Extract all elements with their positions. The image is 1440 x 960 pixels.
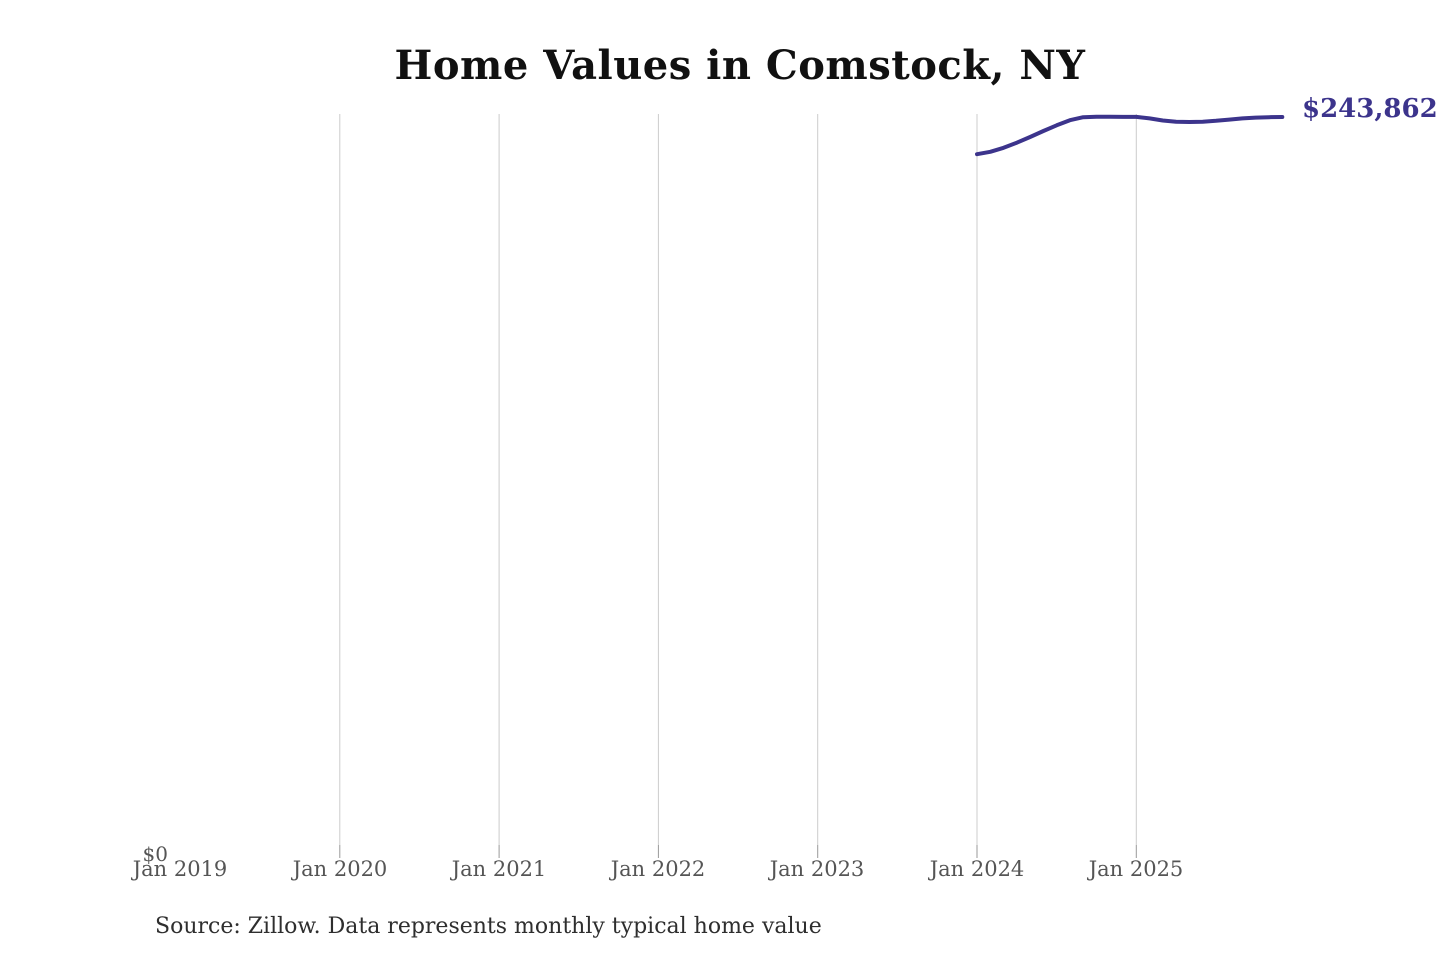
chart-title: Home Values in Comstock, NY: [394, 42, 1086, 89]
x-tick-label-2020: Jan 2020: [292, 857, 388, 881]
source-note: Source: Zillow. Data represents monthly …: [155, 914, 822, 939]
x-tick-label-2022: Jan 2022: [610, 857, 706, 881]
x-tick-label-2019: Jan 2019: [132, 857, 228, 881]
home-value-line: [975, 114, 1285, 157]
y-axis-zero-label: $0: [142, 842, 168, 866]
x-tick-label-2024: Jan 2024: [929, 857, 1025, 881]
x-tick-label-2021: Jan 2021: [451, 857, 547, 881]
x-tick-label-2025: Jan 2025: [1088, 857, 1184, 881]
x-tick-label-2023: Jan 2023: [769, 857, 865, 881]
latest-value-label: $243,862: [1302, 94, 1438, 124]
